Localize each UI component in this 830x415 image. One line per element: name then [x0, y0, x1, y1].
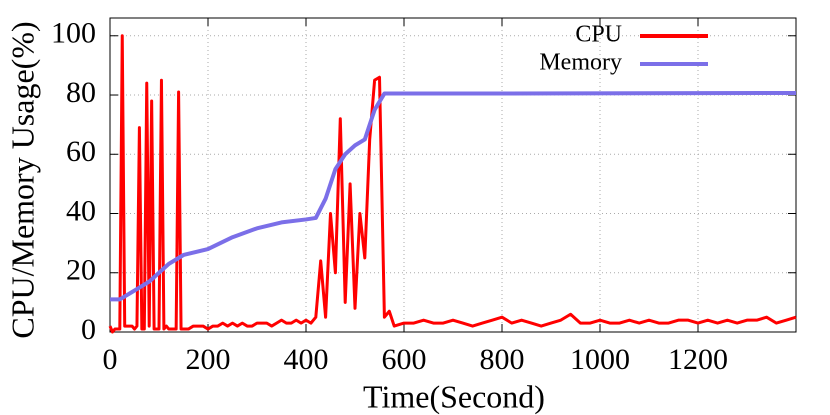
y-tick-label: 60	[66, 135, 96, 168]
x-tick-label: 1200	[668, 343, 728, 376]
series-line	[108, 34, 797, 334]
x-tick-label: 0	[103, 343, 118, 376]
x-tick-label: 200	[186, 343, 231, 376]
legend-label: Memory	[539, 50, 622, 76]
x-axis-title: Time(Second)	[363, 378, 545, 414]
x-tick-label: 400	[284, 343, 329, 376]
y-axis-title: CPU/Memory Usage(%)	[4, 21, 40, 338]
y-tick-label: 0	[81, 313, 96, 346]
series-line	[110, 90, 797, 302]
legend-label: CPU	[575, 22, 622, 48]
y-tick-label: 100	[51, 17, 96, 50]
plot-frame	[109, 17, 797, 333]
x-tick-label: 1000	[570, 343, 630, 376]
x-tick-label: 800	[480, 343, 525, 376]
y-tick-label: 40	[66, 194, 96, 227]
x-tick-label: 600	[382, 343, 427, 376]
y-tick-label: 20	[66, 254, 96, 287]
y-tick-label: 80	[66, 76, 96, 109]
